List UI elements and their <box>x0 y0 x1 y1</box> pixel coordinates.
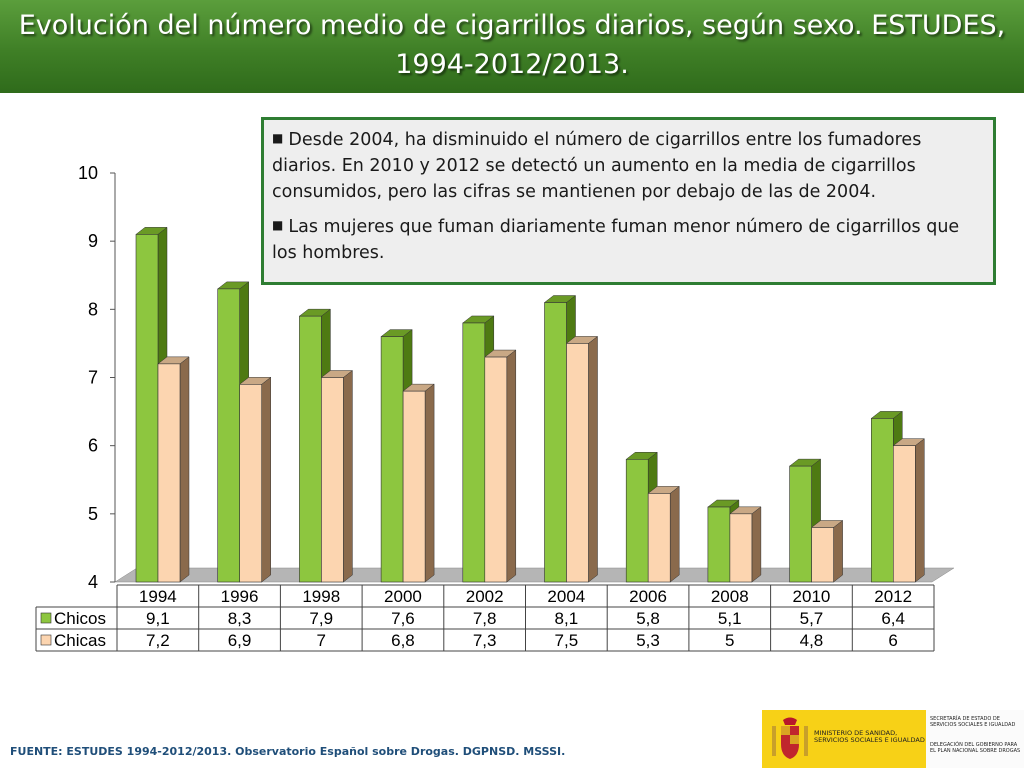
bar-side <box>751 506 762 583</box>
bar-chicas <box>647 493 671 583</box>
x-tick-label: 1994 <box>139 587 177 606</box>
bar-chicas <box>566 343 589 583</box>
data-label: 5 <box>725 631 734 650</box>
data-label: 5,8 <box>636 609 660 628</box>
data-label: 6 <box>888 631 897 650</box>
note-item: ■ Las mujeres que fuman diariamente fuman… <box>272 212 985 266</box>
bar-chicos <box>870 418 894 583</box>
x-tick-label: 1996 <box>221 587 259 606</box>
x-tick-label: 1998 <box>302 587 340 606</box>
bar-chicas <box>484 356 508 583</box>
data-label: 9,1 <box>146 609 170 628</box>
data-label: 7,8 <box>473 609 497 628</box>
ministry-logo: MINISTERIO DE SANIDAD, SERVICIOS SOCIALE… <box>762 710 1024 768</box>
bar-side <box>343 369 353 583</box>
bar-chicos <box>544 302 567 583</box>
bar-side <box>833 519 843 583</box>
legend-label: Chicas <box>54 631 106 650</box>
note-text: Desde 2004, ha disminuido el número de c… <box>272 130 922 202</box>
x-tick-label: 2010 <box>793 587 831 606</box>
bar-side <box>588 335 598 583</box>
x-tick-label: 2008 <box>711 587 749 606</box>
x-tick-label: 2012 <box>874 587 912 606</box>
bar-chicas <box>811 527 834 583</box>
secretaria-name: SECRETARÍA DE ESTADO DE SERVICIOS SOCIAL… <box>930 716 1016 728</box>
y-tick-label: 6 <box>88 436 98 456</box>
data-label: 7 <box>317 631 326 650</box>
bar-chicas <box>729 513 753 583</box>
notes-box: ■ Desde 2004, ha disminuido el número de … <box>261 117 996 285</box>
bar-side <box>179 356 190 583</box>
bar-chicos <box>789 465 812 583</box>
x-tick-label: 2002 <box>466 587 504 606</box>
bar-chicos <box>707 506 731 583</box>
bar-side <box>261 376 271 583</box>
legend-label: Chicos <box>54 609 106 628</box>
logo-right-panel: SECRETARÍA DE ESTADO DE SERVICIOS SOCIAL… <box>926 710 1024 768</box>
y-tick-label: 8 <box>88 299 98 319</box>
x-tick-label: 2004 <box>547 587 585 606</box>
bar-chicas <box>892 445 916 583</box>
data-label: 8,3 <box>228 609 252 628</box>
bar-chicas <box>402 390 426 583</box>
bullet-square-icon: ■ <box>272 218 284 232</box>
data-label: 6,9 <box>228 631 252 650</box>
y-tick-label: 7 <box>88 368 98 388</box>
data-label: 7,2 <box>146 631 170 650</box>
data-label: 8,1 <box>555 609 579 628</box>
delegacion-name: DELEGACIÓN DEL GOBIERNO PARA EL PLAN NAC… <box>930 742 1021 754</box>
data-label: 6,4 <box>881 609 905 628</box>
data-label: 6,8 <box>391 631 415 650</box>
data-label: 7,3 <box>473 631 497 650</box>
bar-side <box>424 383 435 583</box>
slide-title: Evolución del número medio de cigarrillo… <box>18 10 1006 80</box>
source-note: FUENTE: ESTUDES 1994-2012/2013. Observat… <box>10 745 566 758</box>
bullet-square-icon: ■ <box>272 131 284 145</box>
bar-chicos <box>380 336 404 583</box>
bar-side <box>506 349 517 583</box>
bar-chicas <box>321 377 344 583</box>
data-label: 5,1 <box>718 609 742 628</box>
bar-chicos <box>217 288 240 583</box>
x-tick-label: 2000 <box>384 587 422 606</box>
note-text: Las mujeres que fuman diariamente fuman … <box>272 217 960 263</box>
bar-chicos <box>462 322 486 583</box>
data-label: 7,5 <box>555 631 579 650</box>
data-label: 7,6 <box>391 609 415 628</box>
data-label: 7,9 <box>309 609 333 628</box>
data-label: 4,8 <box>800 631 824 650</box>
note-item: ■ Desde 2004, ha disminuido el número de … <box>272 125 985 205</box>
bar-chart: 4 5 6 7 8 9 10 1994 1996 1998 2000 2002 2004 2006 2008… <box>35 163 955 652</box>
y-tick-label: 10 <box>78 163 98 183</box>
ministry-name: MINISTERIO DE SANIDAD, SERVICIOS SOCIALE… <box>814 729 925 744</box>
legend-swatch <box>40 634 52 646</box>
bar-chicos <box>625 458 649 583</box>
bar-chicas <box>157 363 181 583</box>
slide-header: Evolución del número medio de cigarrillo… <box>0 0 1024 93</box>
data-label: 5,3 <box>636 631 660 650</box>
bar-side <box>915 438 925 583</box>
bar-chicos <box>135 234 159 583</box>
y-tick-label: 5 <box>88 504 98 524</box>
bar-chicos <box>299 315 322 583</box>
coat-of-arms-icon <box>772 717 808 759</box>
legend-swatch <box>40 612 52 624</box>
y-tick-label: 9 <box>88 231 98 251</box>
y-tick-label: 4 <box>88 572 98 592</box>
x-tick-label: 2006 <box>629 587 667 606</box>
bar-side <box>669 485 680 583</box>
data-label: 5,7 <box>800 609 824 628</box>
bar-chicas <box>239 384 262 583</box>
